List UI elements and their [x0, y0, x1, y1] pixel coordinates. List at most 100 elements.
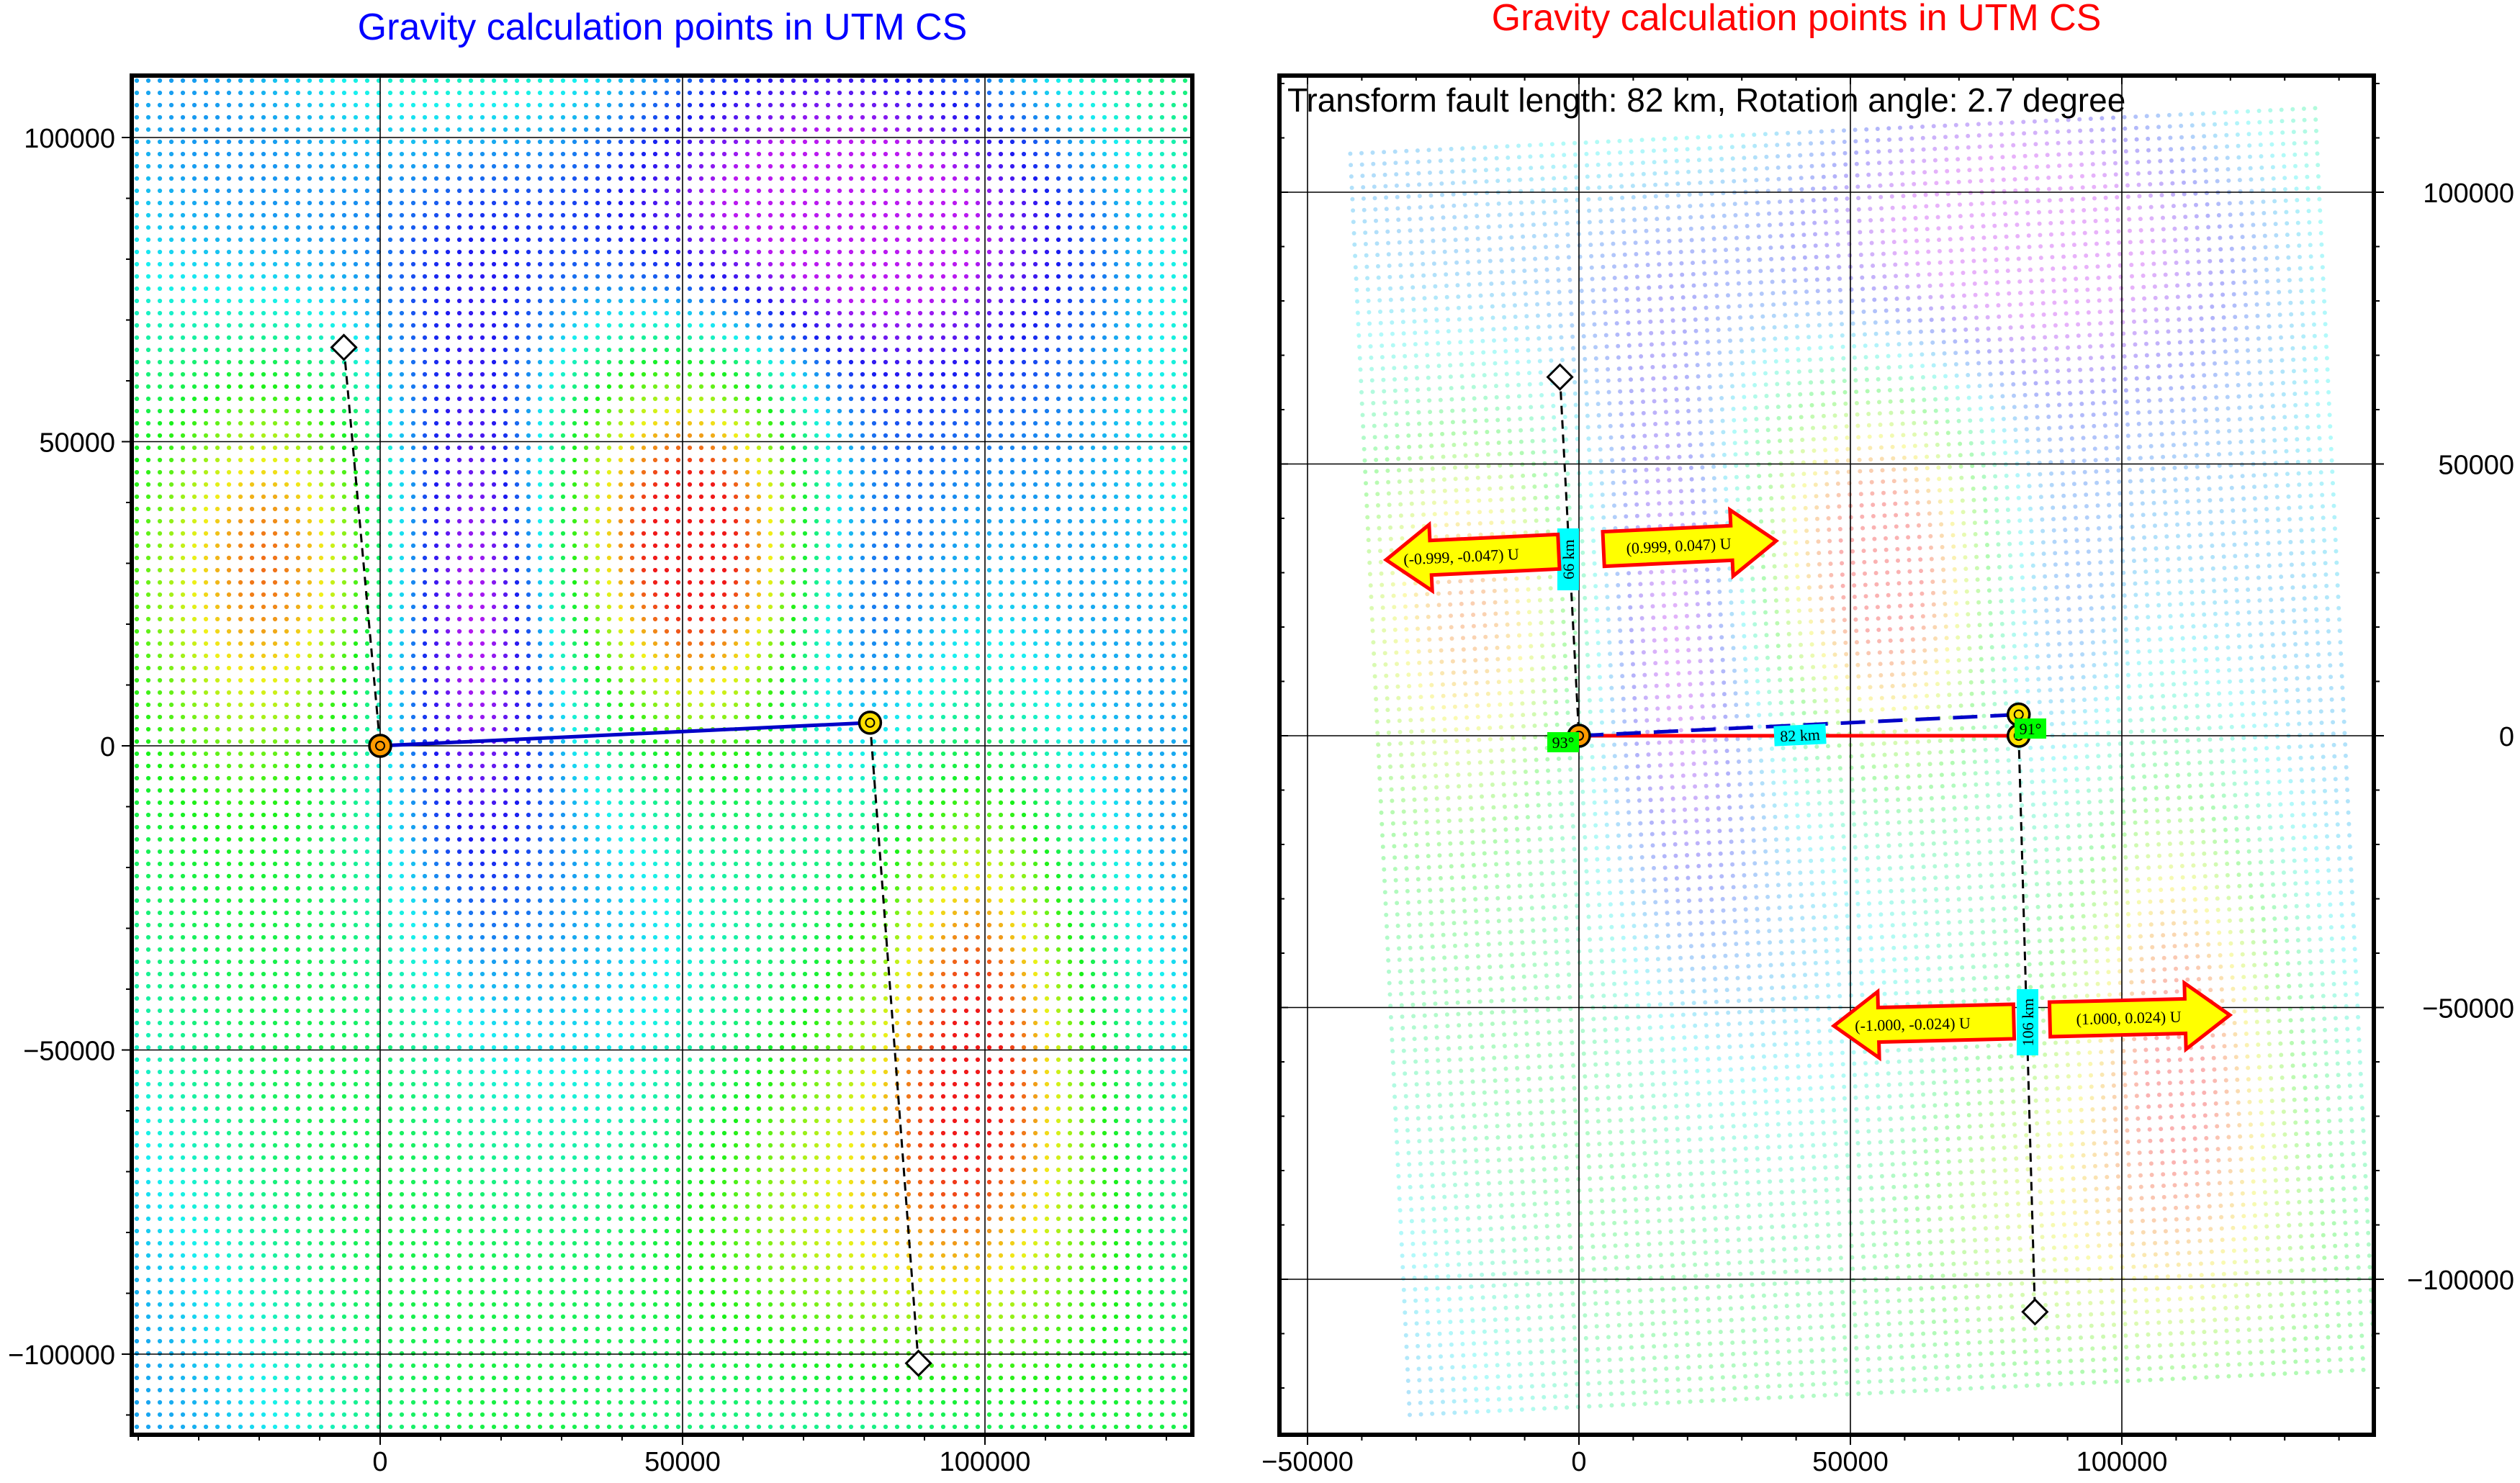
left-gravity-point: [860, 261, 865, 267]
left-gravity-point: [549, 665, 554, 671]
left-gravity-point: [572, 102, 577, 108]
left-gravity-point: [364, 641, 370, 646]
left-gravity-point: [940, 384, 946, 389]
left-gravity-point: [168, 151, 174, 157]
left-gravity-point: [514, 176, 520, 181]
left-gravity-point: [802, 616, 808, 622]
left-gravity-point: [871, 555, 877, 561]
left-gravity-point: [664, 408, 670, 414]
left-gravity-point: [249, 555, 255, 561]
left-gravity-point: [1044, 567, 1050, 573]
left-gravity-point: [399, 78, 405, 84]
left-gravity-point: [399, 702, 405, 708]
left-gravity-point: [871, 298, 877, 304]
left-gravity-point: [168, 90, 174, 96]
left-gravity-point: [364, 298, 370, 304]
left-gravity-point: [261, 420, 266, 426]
left-gravity-point: [1159, 702, 1165, 708]
left-gravity-point: [318, 457, 324, 463]
left-gravity-point: [595, 457, 600, 463]
left-gravity-point: [1044, 384, 1050, 389]
left-gravity-point: [272, 249, 278, 255]
left-gravity-point: [1125, 371, 1130, 377]
left-gravity-point: [341, 433, 347, 438]
left-gravity-point: [756, 494, 762, 500]
left-gravity-point: [168, 420, 174, 426]
left-gravity-point: [883, 261, 888, 267]
left-gravity-point: [1032, 237, 1038, 243]
left-gravity-point: [744, 90, 750, 96]
left-gravity-point: [825, 335, 831, 341]
left-gravity-point: [1159, 261, 1165, 267]
left-gravity-point: [307, 347, 312, 353]
left-gravity-point: [456, 531, 462, 536]
left-gravity-point: [952, 567, 958, 573]
left-gravity-point: [134, 616, 140, 622]
left-gravity-point: [940, 249, 946, 255]
left-gravity-point: [433, 151, 439, 157]
left-gravity-point: [1009, 384, 1015, 389]
left-gravity-point: [145, 384, 151, 389]
left-gravity-point: [618, 433, 624, 438]
left-gravity-point: [975, 335, 981, 341]
left-gravity-point: [652, 274, 658, 279]
left-gravity-point: [226, 261, 232, 267]
left-gravity-point: [641, 616, 647, 622]
left-gravity-point: [295, 396, 301, 402]
left-gravity-point: [894, 420, 900, 426]
left-gravity-point: [307, 653, 312, 659]
left-gravity-point: [952, 580, 958, 585]
left-gravity-point: [814, 408, 819, 414]
left-gravity-point: [560, 506, 566, 512]
left-gravity-point: [894, 274, 900, 279]
left-gravity-point: [710, 420, 716, 426]
left-gravity-point: [157, 102, 163, 108]
left-gravity-point: [272, 592, 278, 598]
left-gravity-point: [998, 102, 1004, 108]
left-gravity-point: [134, 396, 140, 402]
left-gravity-point: [1056, 714, 1061, 720]
left-gravity-point: [710, 433, 716, 438]
left-gravity-point: [618, 286, 624, 292]
left-gravity-point: [192, 78, 197, 84]
left-gravity-point: [975, 371, 981, 377]
left-gravity-point: [445, 469, 451, 475]
left-gravity-point: [963, 726, 969, 732]
left-gravity-point: [203, 359, 209, 365]
left-gravity-point: [318, 482, 324, 487]
left-gravity-point: [192, 653, 197, 659]
left-gravity-point: [1021, 604, 1027, 610]
left-gravity-point: [917, 616, 923, 622]
left-gravity-point: [952, 200, 958, 206]
left-gravity-point: [1159, 359, 1165, 365]
left-gravity-point: [560, 323, 566, 328]
left-gravity-point: [791, 163, 796, 169]
left-gravity-point: [952, 323, 958, 328]
left-gravity-point: [848, 714, 854, 720]
left-gravity-point: [641, 592, 647, 598]
left-gravity-point: [825, 139, 831, 145]
left-gravity-point: [1021, 433, 1027, 438]
left-gravity-point: [1067, 384, 1073, 389]
left-gravity-point: [871, 310, 877, 316]
left-gravity-point: [629, 384, 635, 389]
left-gravity-point: [883, 163, 888, 169]
left-gravity-point: [168, 543, 174, 549]
left-gravity-point: [295, 433, 301, 438]
left-gravity-point: [1056, 225, 1061, 230]
left-gravity-point: [952, 457, 958, 463]
left-gravity-point: [894, 531, 900, 536]
left-gravity-point: [537, 408, 543, 414]
left-gravity-point: [963, 531, 969, 536]
left-gravity-point: [929, 457, 935, 463]
left-gravity-point: [261, 555, 266, 561]
left-gravity-point: [791, 371, 796, 377]
left-gravity-point: [572, 641, 577, 646]
left-gravity-point: [721, 555, 727, 561]
left-gravity-point: [779, 408, 785, 414]
left-gravity-point: [779, 151, 785, 157]
left-gravity-point: [894, 665, 900, 671]
left-gravity-point: [837, 494, 842, 500]
left-gravity-point: [560, 592, 566, 598]
left-gravity-point: [744, 555, 750, 561]
